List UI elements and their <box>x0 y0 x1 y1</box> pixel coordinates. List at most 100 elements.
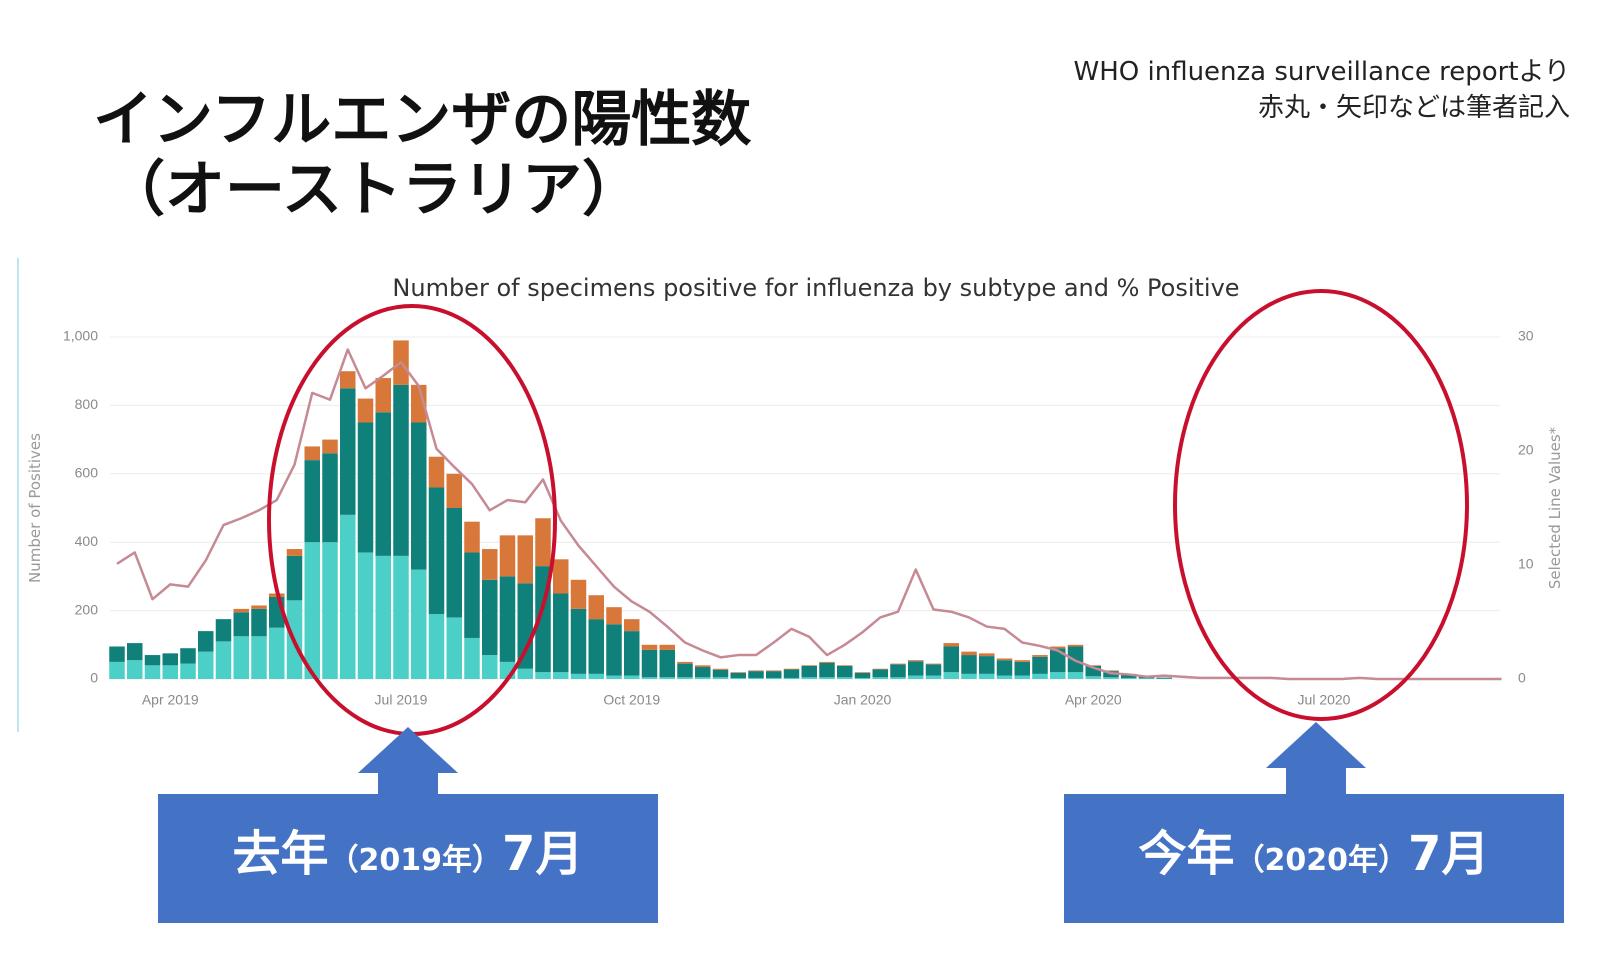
bar-segment <box>677 661 693 664</box>
bar-segment <box>535 672 551 679</box>
bar-segment <box>1103 670 1119 672</box>
bar-segment <box>1067 644 1084 647</box>
bar-segment <box>748 677 764 679</box>
bar-segment <box>340 371 356 389</box>
bar-segment <box>517 535 533 584</box>
bar-segment <box>890 677 906 679</box>
y-tick-label: 200 <box>75 601 99 617</box>
bar-segment <box>1032 655 1048 657</box>
y-axis-title: Number of Positives <box>26 433 44 583</box>
bar-segment <box>1014 660 1030 662</box>
callout-text: 今年（2020年）7月 <box>1139 826 1490 882</box>
bar-segment <box>499 535 516 577</box>
bar-segment <box>677 677 693 679</box>
bar-segment <box>180 663 196 679</box>
bar-segment <box>482 549 498 580</box>
bar-segment <box>535 518 551 567</box>
bar-segment <box>641 649 658 678</box>
y-tick-label: 0 <box>90 670 98 686</box>
bar-segment <box>464 552 480 638</box>
bar-segment <box>464 637 480 679</box>
bar-segment <box>393 384 409 556</box>
bar-segment <box>801 677 817 679</box>
bar-segment <box>375 412 391 556</box>
bar-segment <box>837 677 853 679</box>
bar-segment <box>109 646 125 662</box>
bar-segment <box>1085 665 1101 667</box>
bar-segment <box>304 460 320 543</box>
bar-segment <box>251 608 267 637</box>
callout-text: 去年（2019年）7月 <box>233 826 584 882</box>
bar-segment <box>730 677 746 679</box>
bar-segment <box>553 672 569 679</box>
source-note: WHO influenza surveillance reportより <box>1074 57 1571 87</box>
bar-segment <box>961 673 977 679</box>
bar-segment <box>198 631 214 652</box>
bar-segment <box>269 627 285 679</box>
bar-segment <box>446 617 462 679</box>
bar-segment <box>588 673 604 679</box>
bar-segment <box>127 660 143 679</box>
bar-segment <box>624 675 640 679</box>
bar-segment <box>1067 672 1084 679</box>
bar-segment <box>943 643 959 647</box>
bar-segment <box>570 673 587 679</box>
callout-box <box>158 794 658 923</box>
bar-segment <box>411 569 427 679</box>
bar-segment <box>411 384 427 423</box>
bar-segment <box>766 677 782 679</box>
x-tick-label: Jul 2020 <box>1298 692 1351 708</box>
bar-segment <box>641 677 658 679</box>
bar-segment <box>162 653 178 666</box>
bar-segment <box>766 671 782 678</box>
bar-segment <box>517 583 533 669</box>
bar-segment <box>322 453 338 543</box>
bar-segment <box>251 605 267 609</box>
bar-segment <box>854 677 871 679</box>
x-tick-label: Jul 2019 <box>375 692 428 708</box>
bar-segment <box>499 576 516 662</box>
x-tick-label: Oct 2019 <box>603 692 660 708</box>
y-tick-label: 1,000 <box>63 328 98 344</box>
bar-segment <box>1156 677 1172 679</box>
bar-segment <box>322 542 338 679</box>
bar-segment <box>162 665 178 679</box>
bar-segment <box>304 446 320 461</box>
bar-segment <box>570 608 587 674</box>
bar-segment <box>553 593 569 673</box>
bar-segment <box>766 670 782 672</box>
line-series <box>116 348 1502 681</box>
bar-segment <box>570 579 587 609</box>
bar-segment <box>1085 676 1101 679</box>
bar-segment <box>801 665 817 667</box>
callout-part: 今年 <box>1139 826 1235 882</box>
bar-segment <box>925 664 942 676</box>
bar-segment <box>144 655 161 666</box>
bar-segment <box>304 542 320 679</box>
bar-segment <box>925 663 942 665</box>
bar-segment <box>340 514 356 679</box>
bar-segment <box>872 668 888 670</box>
bar-segment <box>819 677 835 679</box>
bar-segment <box>1085 666 1101 677</box>
bar-segment <box>624 631 640 676</box>
bar-segment <box>482 579 498 656</box>
bar-segment <box>996 675 1013 679</box>
bar-segment <box>606 624 622 676</box>
bar-segment <box>375 555 391 679</box>
bar-segment <box>712 677 729 679</box>
bar-segment <box>215 641 232 679</box>
bar-segment <box>748 671 764 678</box>
y-tick-label: 600 <box>75 465 99 481</box>
bar-segment <box>641 644 658 650</box>
bar-segment <box>979 656 995 674</box>
slide-title: インフルエンザの陽性数 <box>93 85 751 155</box>
bar-segment <box>233 608 249 613</box>
bar-segment <box>606 607 622 625</box>
bar-segment <box>446 473 462 508</box>
bar-segment <box>215 619 232 642</box>
y2-tick-label: 30 <box>1518 328 1534 344</box>
bar-segment <box>357 398 374 423</box>
